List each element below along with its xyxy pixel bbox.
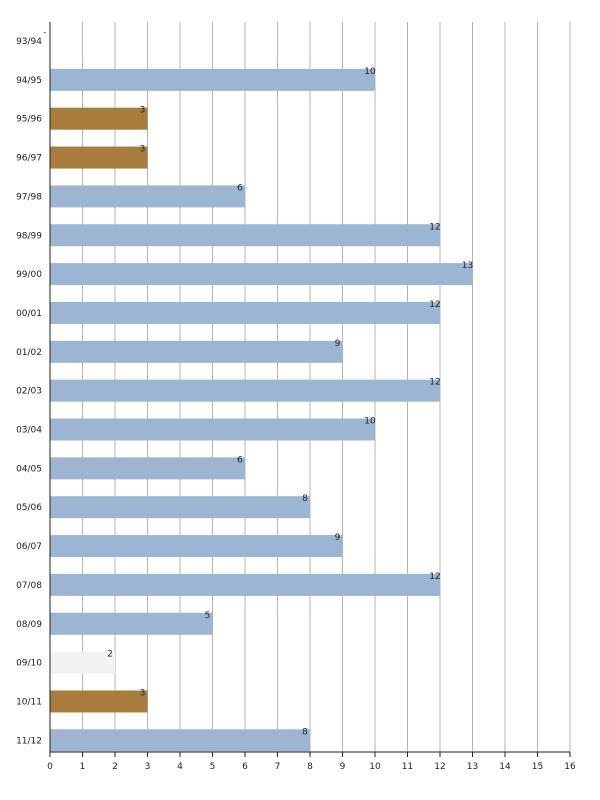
category-label: 07/08 bbox=[16, 581, 42, 591]
category-label: 96/97 bbox=[16, 154, 42, 164]
category-label: 03/04 bbox=[16, 426, 42, 436]
data-label: 6 bbox=[237, 183, 243, 193]
x-tick-label: 1 bbox=[80, 762, 86, 772]
bar bbox=[50, 651, 115, 674]
bar bbox=[50, 107, 148, 130]
x-tick-label: 11 bbox=[402, 762, 413, 772]
data-label: 3 bbox=[140, 145, 146, 155]
bar bbox=[50, 535, 343, 558]
category-label: 01/02 bbox=[16, 348, 42, 358]
data-label: 12 bbox=[429, 572, 440, 582]
bar bbox=[50, 263, 473, 286]
data-label: 3 bbox=[140, 688, 146, 698]
bar bbox=[50, 185, 245, 208]
labels: 93/94-94/951095/96396/97397/98698/991299… bbox=[16, 28, 576, 772]
bar bbox=[50, 379, 440, 402]
category-label: 94/95 bbox=[16, 76, 42, 86]
data-label: 13 bbox=[462, 261, 473, 271]
category-label: 11/12 bbox=[16, 736, 42, 746]
bar bbox=[50, 729, 310, 752]
x-tick-label: 3 bbox=[145, 762, 151, 772]
category-label: 97/98 bbox=[16, 192, 42, 202]
bar bbox=[50, 418, 375, 441]
x-tick-label: 16 bbox=[564, 762, 576, 772]
data-label: 12 bbox=[429, 222, 440, 232]
x-tick-label: 7 bbox=[275, 762, 281, 772]
x-tick-label: 0 bbox=[47, 762, 53, 772]
axes bbox=[49, 22, 571, 757]
x-tick-label: 5 bbox=[210, 762, 216, 772]
bar bbox=[50, 340, 343, 363]
bar bbox=[50, 496, 310, 519]
bar bbox=[50, 224, 440, 247]
bars bbox=[50, 68, 473, 752]
data-label: 5 bbox=[205, 611, 211, 621]
category-label: 02/03 bbox=[16, 387, 42, 397]
data-label: 3 bbox=[140, 106, 146, 116]
bar bbox=[50, 612, 213, 635]
bar bbox=[50, 301, 440, 324]
data-label: 9 bbox=[335, 533, 341, 543]
x-tick-label: 4 bbox=[177, 762, 183, 772]
data-label: 12 bbox=[429, 300, 440, 310]
data-label: 10 bbox=[364, 417, 376, 427]
category-label: 00/01 bbox=[16, 309, 42, 319]
category-label: 04/05 bbox=[16, 464, 42, 474]
data-label: - bbox=[43, 28, 46, 38]
x-tick-label: 2 bbox=[112, 762, 118, 772]
x-tick-label: 9 bbox=[340, 762, 346, 772]
category-label: 98/99 bbox=[16, 231, 42, 241]
x-tick-label: 8 bbox=[307, 762, 313, 772]
bar bbox=[50, 68, 375, 91]
data-label: 2 bbox=[107, 650, 113, 660]
category-label: 10/11 bbox=[16, 697, 42, 707]
x-tick-label: 15 bbox=[532, 762, 543, 772]
data-label: 10 bbox=[364, 67, 376, 77]
category-label: 05/06 bbox=[16, 503, 42, 513]
x-tick-label: 14 bbox=[499, 762, 511, 772]
category-label: 06/07 bbox=[16, 542, 42, 552]
data-label: 8 bbox=[302, 494, 308, 504]
data-label: 8 bbox=[302, 727, 308, 737]
category-label: 95/96 bbox=[16, 115, 42, 125]
data-label: 9 bbox=[335, 339, 341, 349]
data-label: 12 bbox=[429, 378, 440, 388]
category-label: 09/10 bbox=[16, 659, 42, 669]
bar bbox=[50, 146, 148, 169]
category-label: 93/94 bbox=[16, 37, 42, 47]
x-tick-label: 6 bbox=[242, 762, 248, 772]
category-label: 08/09 bbox=[16, 620, 42, 630]
bar bbox=[50, 573, 440, 596]
x-tick-label: 10 bbox=[369, 762, 381, 772]
bar bbox=[50, 690, 148, 713]
bar bbox=[50, 457, 245, 480]
category-label: 99/00 bbox=[16, 270, 42, 280]
x-tick-label: 13 bbox=[467, 762, 478, 772]
data-label: 6 bbox=[237, 455, 243, 465]
x-tick-label: 12 bbox=[434, 762, 445, 772]
